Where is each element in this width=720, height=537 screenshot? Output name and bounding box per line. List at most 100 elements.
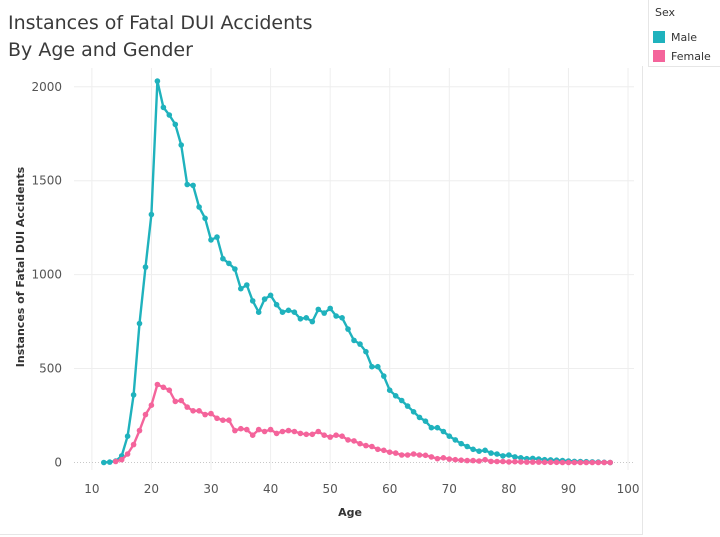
data-point-male: [363, 348, 369, 355]
data-point-male: [476, 448, 482, 455]
data-point-female: [482, 456, 488, 463]
data-point-male: [232, 266, 238, 272]
data-point-female: [541, 459, 548, 466]
series-female: [112, 381, 613, 466]
pane-border-bottom: [0, 534, 643, 535]
x-tick-label: 90: [561, 482, 576, 496]
data-point-male: [458, 440, 465, 447]
data-point-female: [589, 459, 596, 466]
data-point-male: [440, 428, 447, 435]
data-point-male: [500, 453, 506, 459]
data-point-female: [488, 458, 494, 465]
legend-label-female: Female: [671, 49, 711, 63]
data-point-female: [446, 456, 453, 462]
data-point-male: [220, 255, 226, 262]
data-point-female: [166, 387, 173, 394]
data-point-female: [196, 408, 202, 414]
x-tick-label: 60: [382, 482, 397, 496]
data-point-female: [303, 431, 310, 438]
data-point-male: [178, 142, 184, 148]
data-point-female: [178, 397, 184, 404]
data-point-male: [434, 424, 441, 431]
data-point-male: [357, 341, 363, 347]
data-point-male: [428, 424, 435, 431]
data-point-male: [208, 237, 214, 243]
chart-title-line-2: By Age and Gender: [8, 39, 193, 61]
data-point-male: [488, 450, 494, 456]
data-point-female: [148, 402, 155, 409]
x-tick-label: 50: [323, 482, 338, 496]
data-point-female: [297, 430, 304, 437]
data-point-female: [500, 458, 506, 465]
data-point-female: [351, 438, 357, 444]
data-point-male: [416, 414, 423, 421]
data-point-male: [339, 315, 345, 321]
data-point-female: [357, 440, 363, 447]
data-point-male: [303, 315, 310, 321]
data-point-male: [136, 320, 143, 327]
data-point-female: [136, 427, 143, 434]
data-point-male: [172, 121, 179, 128]
legend-item-male[interactable]: Male: [653, 30, 697, 44]
data-point-female: [244, 426, 250, 433]
data-point-female: [392, 450, 399, 456]
legend-title: Sex: [655, 6, 676, 19]
data-point-male: [101, 459, 107, 466]
data-point-female: [547, 459, 554, 466]
data-point-female: [577, 459, 584, 466]
data-point-female: [124, 451, 131, 457]
data-point-female: [208, 410, 214, 417]
data-point-male: [196, 204, 202, 210]
data-point-male: [333, 313, 339, 319]
data-point-female: [565, 459, 572, 466]
data-point-female: [458, 457, 465, 464]
data-point-female: [285, 427, 292, 434]
data-point-female: [476, 458, 482, 464]
data-point-male: [506, 452, 512, 458]
data-point-male: [518, 455, 524, 461]
gridlines: [74, 68, 634, 470]
y-tick-label: 1000: [31, 268, 62, 282]
data-point-female: [559, 459, 566, 466]
x-tick-label: 70: [442, 482, 457, 496]
x-tick-label: 80: [501, 482, 516, 496]
x-tick-label: 40: [263, 482, 278, 496]
data-point-female: [273, 430, 280, 437]
chart-title: Instances of Fatal DUI Accidents By Age …: [8, 10, 313, 64]
data-point-female: [333, 432, 339, 439]
data-point-female: [172, 398, 179, 405]
data-point-female: [571, 459, 578, 466]
data-point-male: [279, 309, 286, 316]
data-point-male: [404, 403, 411, 409]
data-point-female: [470, 457, 476, 464]
data-point-female: [118, 456, 125, 463]
data-point-male: [297, 316, 304, 322]
data-point-male: [327, 305, 334, 312]
data-point-female: [238, 425, 244, 432]
data-point-female: [524, 459, 530, 465]
data-point-female: [535, 459, 542, 465]
data-point-female: [422, 452, 429, 459]
x-tick-labels: 10 20 30 40 50 60 70 80 90 100: [84, 482, 639, 496]
data-point-female: [416, 452, 423, 458]
data-point-female: [553, 459, 560, 466]
legend-item-female[interactable]: Female: [653, 49, 711, 63]
data-point-male: [315, 306, 322, 313]
data-point-male: [375, 363, 381, 370]
data-point-male: [148, 211, 155, 218]
data-point-female: [595, 459, 602, 466]
data-point-female: [255, 426, 262, 433]
data-point-female: [440, 455, 447, 461]
data-point-female: [220, 417, 226, 424]
data-point-male: [482, 447, 488, 454]
data-point-female: [583, 459, 590, 466]
data-point-female: [309, 431, 316, 438]
data-point-female: [160, 384, 167, 391]
legend-swatch-male: [653, 31, 665, 43]
data-point-female: [369, 443, 375, 450]
y-tick-label: 1500: [31, 174, 62, 188]
data-point-female: [130, 441, 137, 448]
legend-swatch-female: [653, 50, 665, 62]
series-line-male: [103, 79, 611, 464]
x-axis-title: Age: [338, 506, 362, 519]
